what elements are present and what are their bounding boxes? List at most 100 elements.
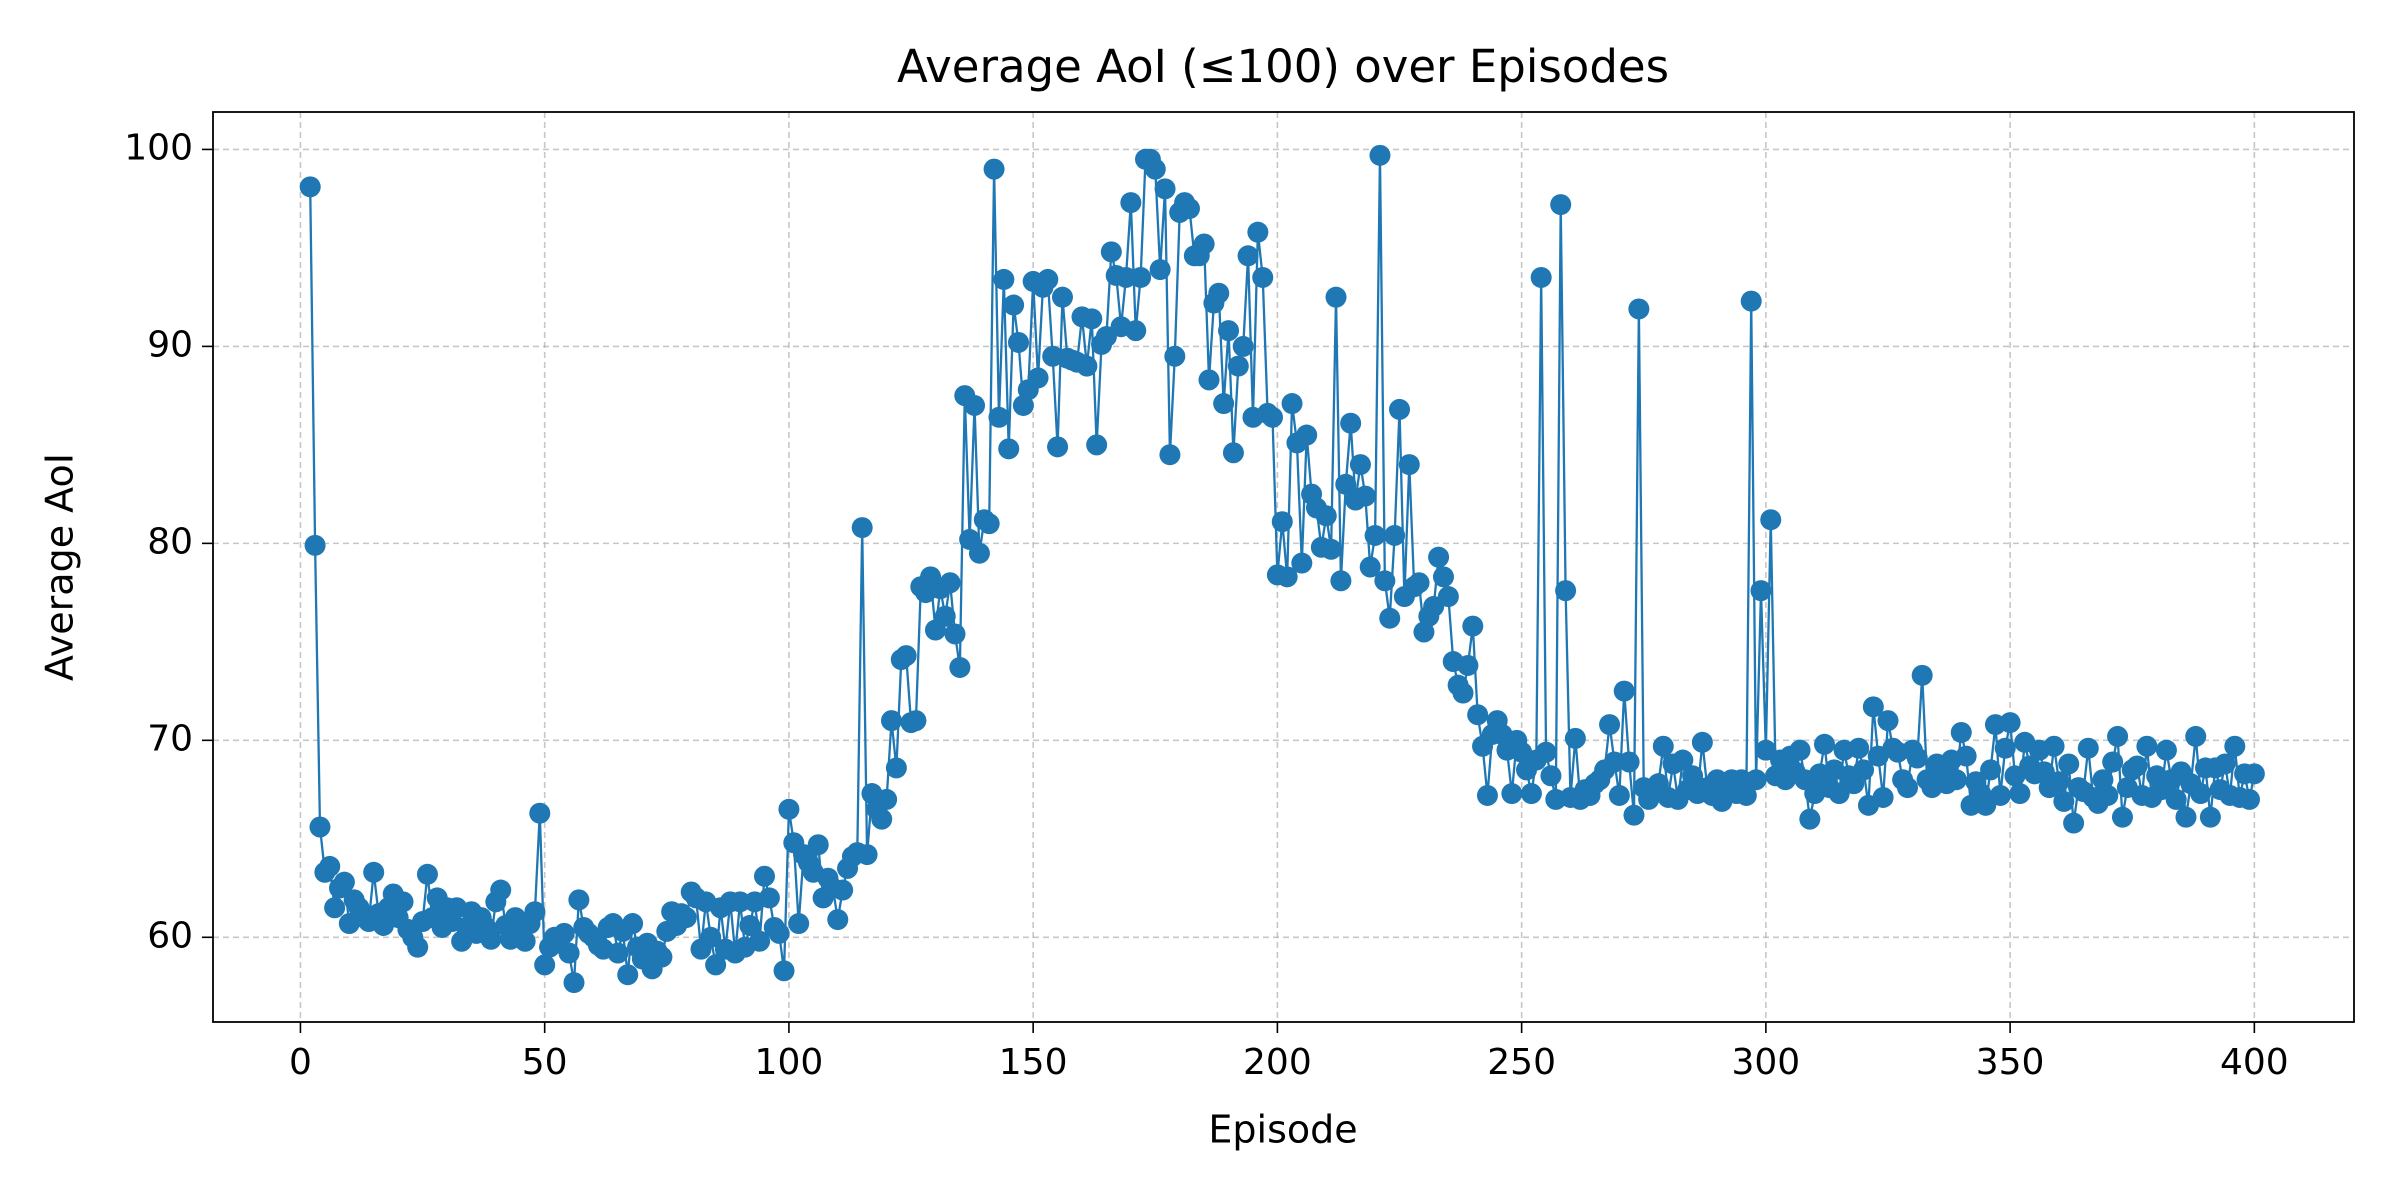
y-tick-label: 80 <box>147 521 193 562</box>
data-point <box>1374 570 1396 592</box>
data-point <box>1853 759 1875 781</box>
data-point <box>1413 621 1435 643</box>
data-point <box>1076 355 1098 377</box>
data-point <box>749 930 771 952</box>
y-tick-label: 60 <box>147 915 193 956</box>
x-tick-label: 300 <box>1732 1042 1801 1083</box>
data-point <box>993 268 1015 290</box>
x-axis-label: Episode <box>1208 1108 1357 1152</box>
data-point <box>529 802 551 824</box>
data-point <box>1530 266 1552 288</box>
data-point <box>1872 786 1894 808</box>
data-point <box>324 897 346 919</box>
data-point <box>1222 442 1244 464</box>
data-point <box>1623 804 1645 826</box>
data-point <box>807 834 829 856</box>
data-point <box>778 798 800 820</box>
data-point <box>1848 737 1870 759</box>
data-point <box>1408 572 1430 594</box>
data-point <box>2043 735 2065 757</box>
y-axis-label: Average AoI <box>38 453 82 681</box>
data-point <box>1115 266 1137 288</box>
data-point <box>1232 335 1254 357</box>
data-point <box>524 901 546 923</box>
data-point <box>651 946 673 968</box>
y-tick-label: 100 <box>124 127 193 168</box>
data-point <box>2155 739 2177 761</box>
data-point <box>2190 783 2212 805</box>
chart-title: Average AoI (≤100) over Episodes <box>897 40 1669 93</box>
data-point <box>1652 735 1674 757</box>
data-point <box>1608 784 1630 806</box>
data-point <box>880 710 902 732</box>
data-point <box>1100 241 1122 263</box>
data-point <box>1008 331 1030 353</box>
x-tick-label: 400 <box>2220 1042 2289 1083</box>
x-tick-label: 150 <box>999 1042 1068 1083</box>
data-point <box>1164 345 1186 367</box>
data-point <box>1682 765 1704 787</box>
data-point <box>1999 712 2021 734</box>
data-point <box>363 861 385 883</box>
data-point <box>1750 580 1772 602</box>
data-point <box>1325 286 1347 308</box>
data-point <box>1125 320 1147 342</box>
data-point <box>553 922 575 944</box>
data-point <box>1945 769 1967 791</box>
data-point <box>1906 747 1928 769</box>
x-tick-label: 0 <box>289 1042 312 1083</box>
data-point <box>1178 198 1200 220</box>
data-point <box>788 913 810 935</box>
data-point <box>1198 369 1220 391</box>
data-point <box>299 176 321 198</box>
data-point <box>851 517 873 539</box>
plot-area <box>299 144 2265 994</box>
data-point <box>1457 654 1479 676</box>
x-tick-label: 350 <box>1976 1042 2045 1083</box>
data-point <box>514 930 536 952</box>
data-point <box>1691 731 1713 753</box>
data-point <box>1315 505 1337 527</box>
data-point <box>856 844 878 866</box>
data-point <box>1359 556 1381 578</box>
data-point <box>968 542 990 564</box>
data-point <box>2102 751 2124 773</box>
data-point <box>1384 524 1406 546</box>
data-point <box>1271 511 1293 533</box>
data-point <box>1476 784 1498 806</box>
data-point <box>773 960 795 982</box>
data-point <box>1037 268 1059 290</box>
x-tick-label: 100 <box>755 1042 824 1083</box>
data-point <box>1340 412 1362 434</box>
data-point <box>1364 524 1386 546</box>
data-point <box>568 889 590 911</box>
data-point <box>392 891 414 913</box>
data-point <box>1501 783 1523 805</box>
data-point <box>607 942 629 964</box>
data-point <box>768 922 790 944</box>
data-point <box>1955 745 1977 767</box>
data-point <box>319 855 341 877</box>
data-point <box>1613 680 1635 702</box>
data-point <box>895 645 917 667</box>
data-point <box>885 757 907 779</box>
data-point <box>2136 735 2158 757</box>
data-point <box>944 623 966 645</box>
data-point <box>1354 485 1376 507</box>
data-point <box>1535 741 1557 763</box>
data-point <box>1897 777 1919 799</box>
y-tick-label: 70 <box>147 718 193 759</box>
data-point <box>309 816 331 838</box>
data-point <box>1550 194 1572 216</box>
data-point <box>998 438 1020 460</box>
data-point <box>978 513 1000 535</box>
data-point <box>617 964 639 986</box>
data-point <box>1193 233 1215 255</box>
data-point <box>1564 727 1586 749</box>
data-point <box>490 879 512 901</box>
data-point <box>2009 783 2031 805</box>
data-point <box>1599 714 1621 736</box>
data-point <box>1467 704 1489 726</box>
data-point <box>1432 566 1454 588</box>
